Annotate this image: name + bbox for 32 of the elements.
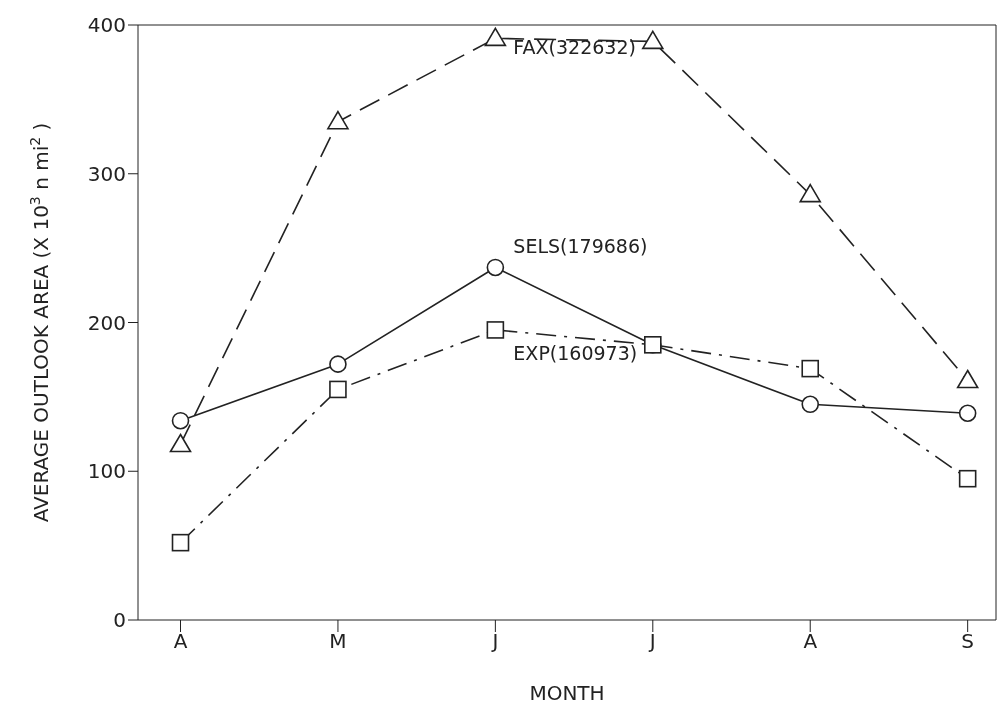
point	[486, 258, 505, 277]
point	[801, 395, 820, 414]
y-tick-label: 100	[87, 459, 126, 484]
point	[642, 30, 664, 50]
series-label: SELS(179686)	[513, 235, 648, 258]
point	[958, 469, 977, 488]
x-tick-label: A	[803, 629, 818, 654]
x-tick-label: A	[173, 629, 188, 654]
x-tick-label: S	[961, 629, 975, 654]
point	[169, 433, 192, 453]
point	[171, 411, 190, 430]
point	[484, 27, 507, 47]
y-tick-label: 0	[113, 608, 126, 633]
point	[956, 369, 979, 389]
x-axis-title: MONTH	[529, 681, 605, 705]
y-tick-label: 400	[87, 13, 126, 38]
point	[799, 183, 822, 203]
y-tick-label: 300	[87, 161, 126, 186]
point	[329, 380, 347, 399]
point	[801, 359, 820, 378]
series-label: FAX(322632)	[513, 36, 636, 59]
x-tick-label: J	[490, 629, 499, 654]
point	[644, 336, 662, 354]
point	[958, 404, 977, 423]
point	[329, 355, 347, 373]
point	[486, 321, 505, 339]
series-label: EXP(160973)	[513, 341, 638, 364]
x-tick-label: J	[647, 629, 656, 654]
point	[327, 110, 349, 130]
point	[171, 533, 190, 552]
x-tick-label: M	[329, 629, 347, 654]
y-tick-label: 200	[87, 310, 126, 335]
